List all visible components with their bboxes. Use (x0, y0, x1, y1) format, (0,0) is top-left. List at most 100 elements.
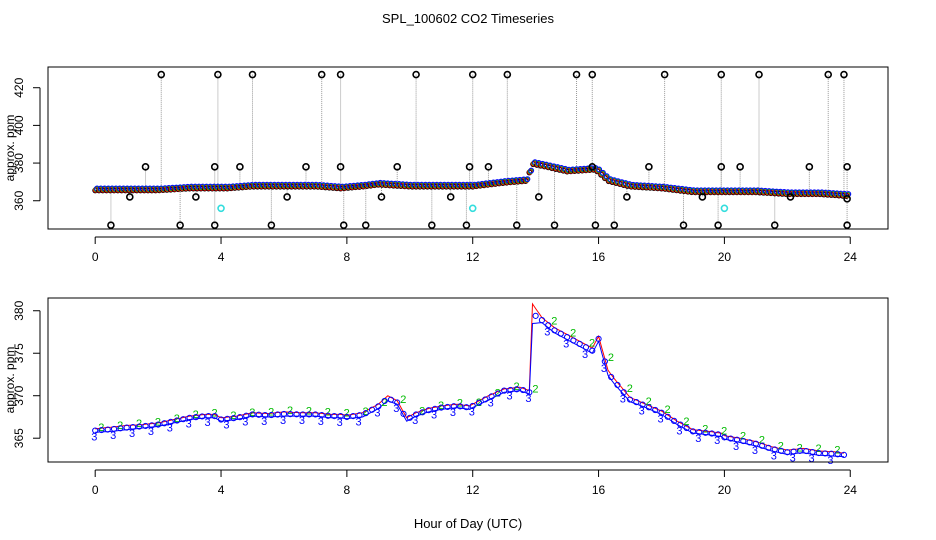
bottom-panel: approx. ppm 2323232323232323232323232323… (3, 297, 889, 497)
top-y-tick-label: 420 (12, 77, 26, 97)
top-x-tick-label: 0 (92, 250, 99, 264)
bottom-data-point (205, 413, 212, 420)
top-outlier-low (339, 221, 348, 230)
top-mid-marker (377, 193, 386, 201)
top-mid-marker (336, 163, 345, 171)
bottom-y-tick-label: 375 (12, 343, 26, 363)
top-data-point (595, 167, 601, 174)
bottom-series-3-label: 3 (431, 410, 437, 422)
top-data-point (527, 168, 534, 175)
top-cyan-point (720, 204, 729, 213)
bottom-data-point (186, 414, 193, 421)
top-x-tick-label: 8 (344, 250, 351, 264)
top-outlier-high (717, 70, 726, 79)
bottom-data-point (343, 413, 350, 421)
top-cyan-point (217, 204, 225, 213)
bottom-data-point (129, 423, 137, 431)
bottom-data-point (576, 340, 583, 347)
top-outlier-high (824, 70, 833, 79)
top-plot-area (92, 70, 852, 230)
bottom-data-point (513, 386, 520, 393)
bottom-data-point (123, 424, 130, 431)
bottom-series-2-label: 2 (646, 396, 652, 408)
top-outlier-low (610, 221, 619, 230)
bottom-series-2-label: 2 (400, 394, 406, 406)
top-mid-marker (141, 163, 150, 171)
top-data-point (603, 173, 610, 180)
bottom-data-point (236, 414, 244, 421)
bottom-series-2-label: 2 (230, 410, 236, 422)
bottom-data-point (608, 373, 615, 381)
bottom-data-point (840, 451, 848, 458)
top-mid-marker (236, 163, 244, 171)
bottom-series-3-label: 3 (337, 417, 343, 429)
bottom-data-point (519, 386, 527, 394)
top-cyan-point (468, 204, 477, 213)
top-outlier-high (503, 70, 512, 79)
top-data-point (599, 170, 606, 177)
bottom-series-2-label: 2 (608, 352, 614, 364)
bottom-y-axis: 365 370 375 380 (12, 300, 41, 448)
bottom-data-point (261, 411, 269, 419)
top-panel-frame (47, 66, 889, 230)
top-mid-marker (786, 193, 795, 201)
bottom-data-point (821, 450, 829, 457)
top-y-tick-label: 360 (12, 190, 26, 210)
top-outlier-high (660, 70, 669, 79)
bottom-series-3-label: 3 (827, 455, 833, 467)
bottom-data-point (746, 439, 753, 446)
top-mid-marker (588, 163, 597, 171)
bottom-data-point (828, 450, 835, 457)
bottom-data-point (167, 418, 174, 425)
bottom-data-point (834, 451, 841, 458)
bottom-series-3-label: 3 (242, 416, 248, 428)
top-data-point (595, 167, 602, 173)
bottom-data-point (683, 424, 690, 432)
bottom-data-point (117, 425, 124, 432)
top-mid-marker (698, 193, 707, 201)
bottom-data-point (306, 411, 313, 418)
bottom-data-point (381, 397, 388, 405)
bottom-data-point (689, 428, 697, 435)
bottom-data-point (350, 413, 357, 420)
bottom-series-3-label: 3 (261, 416, 267, 428)
bottom-data-point (488, 393, 495, 400)
bottom-data-point (356, 412, 363, 419)
top-mid-marker (534, 193, 543, 201)
top-data-point (596, 166, 603, 173)
top-data-point (844, 192, 851, 199)
bottom-data-point (406, 414, 413, 421)
top-mid-marker (843, 163, 851, 171)
bottom-data-point (431, 405, 439, 412)
top-mid-marker (484, 163, 493, 171)
top-outlier-low (770, 221, 779, 230)
bottom-data-point (727, 435, 734, 442)
top-outlier-high (412, 70, 420, 79)
bottom-data-point (658, 409, 665, 416)
bottom-data-point (815, 449, 822, 457)
top-outlier-low (267, 221, 276, 230)
bottom-series-3-label: 3 (620, 394, 626, 406)
bottom-data-point (721, 434, 728, 441)
top-x-tick-label: 16 (592, 250, 606, 264)
bottom-data-point (280, 410, 288, 418)
bottom-data-point (670, 417, 678, 424)
bottom-data-point (104, 426, 111, 433)
bottom-series-2-label: 2 (325, 406, 331, 418)
top-outlier-low (361, 221, 370, 230)
bottom-series-3-label: 3 (186, 419, 192, 431)
bottom-data-point (620, 389, 627, 396)
bottom-data-point (199, 413, 206, 420)
top-outlier-high (588, 70, 597, 79)
top-x-tick-label: 24 (844, 250, 858, 264)
bottom-data-point (400, 410, 407, 417)
bottom-data-point (715, 431, 722, 438)
bottom-series-3-label: 3 (771, 451, 777, 463)
top-mid-marker (805, 163, 814, 171)
bottom-series-2-label: 2 (344, 407, 350, 419)
bottom-data-point (652, 406, 659, 414)
bottom-series-3-label: 3 (299, 415, 305, 427)
top-data-point (527, 168, 533, 175)
bottom-data-point (702, 429, 709, 436)
